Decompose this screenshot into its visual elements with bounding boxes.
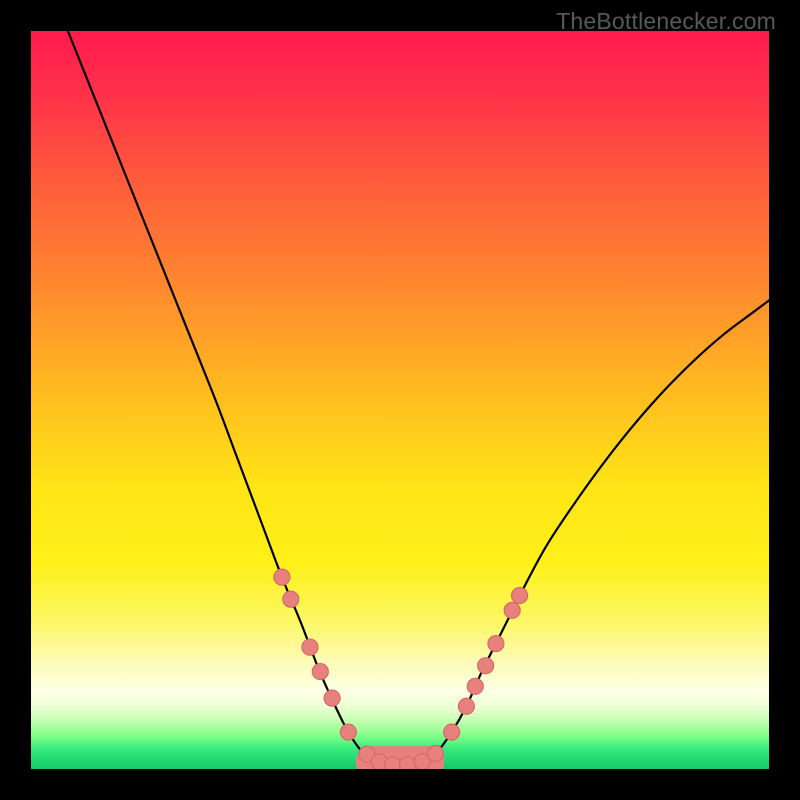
curve-marker [340, 724, 356, 740]
curve-marker [458, 698, 474, 714]
curve-marker [512, 588, 528, 604]
bottleneck-chart [31, 31, 769, 769]
curve-marker [467, 678, 483, 694]
curve-marker [385, 757, 401, 769]
curve-marker [302, 639, 318, 655]
curve-marker [504, 602, 520, 618]
curve-marker [399, 757, 415, 769]
curve-marker [488, 636, 504, 652]
curve-marker [283, 591, 299, 607]
watermark-label: TheBottlenecker.com [556, 8, 776, 35]
figure-root: TheBottlenecker.com [0, 0, 800, 800]
curve-marker [312, 664, 328, 680]
curve-marker [324, 690, 340, 706]
curve-marker [444, 724, 460, 740]
curve-marker [427, 746, 443, 762]
curve-marker [478, 658, 494, 674]
curve-marker [274, 569, 290, 585]
